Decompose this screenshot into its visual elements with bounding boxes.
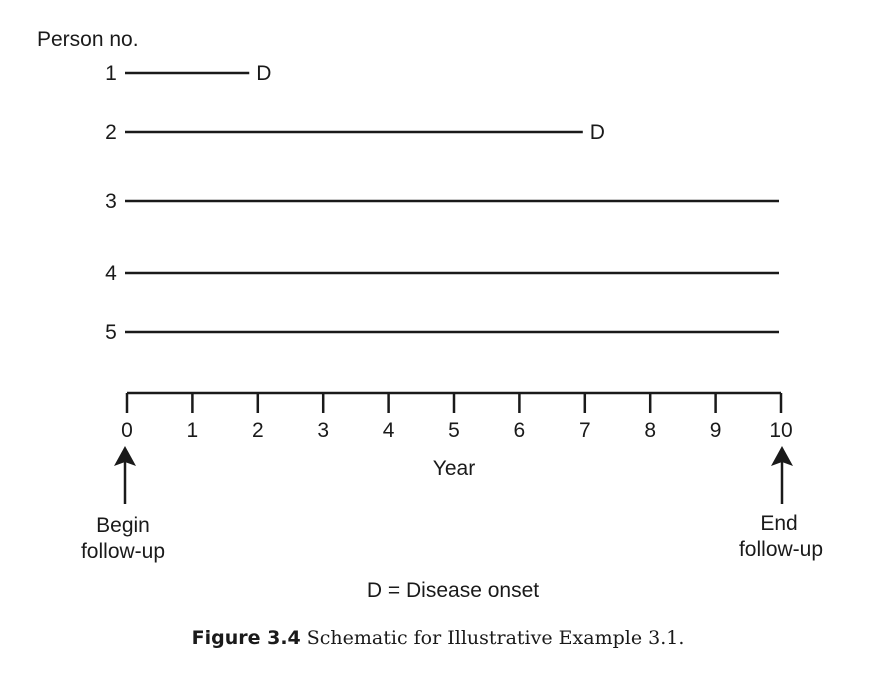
begin-follow-up-marker: Begin follow-up [81,446,165,563]
x-axis-tick-label: 8 [644,419,656,442]
figure-number: Figure 3.4 [191,627,301,649]
person-number: 2 [105,121,117,144]
person-row: 4 [105,262,779,285]
begin-label-line-1: Begin [96,514,150,537]
legend-text: D = Disease onset [367,579,539,602]
disease-onset-marker: D [256,62,271,85]
x-axis: 0 1 2 3 4 5 6 7 8 9 10 Year [121,391,793,480]
disease-onset-marker: D [590,121,605,144]
end-arrow-icon [771,446,793,466]
person-number: 4 [105,262,117,285]
y-axis-title: Person no. [37,28,139,51]
x-axis-tick-label: 0 [121,419,133,442]
x-axis-title: Year [433,457,475,480]
x-axis-tick-label: 1 [187,419,199,442]
person-number: 3 [105,190,117,213]
x-axis-tick-label: 2 [252,419,264,442]
x-axis-tick-label: 7 [579,419,591,442]
person-number: 1 [105,62,117,85]
person-row: 5 [105,321,779,344]
x-axis-tick-label: 4 [383,419,395,442]
figure-caption: Figure 3.4 Schematic for Illustrative Exa… [0,627,876,649]
caption-text: Schematic for Illustrative Example 3.1. [306,627,685,649]
end-label-line-2: follow-up [739,538,823,561]
x-axis-tick-label: 10 [769,419,792,442]
x-axis-tick-label: 5 [448,419,460,442]
x-axis-tick-label: 6 [514,419,526,442]
begin-label-line-2: follow-up [81,540,165,563]
end-label-line-1: End [760,512,797,535]
x-axis-ticks: 0 1 2 3 4 5 6 7 8 9 10 [121,393,793,442]
end-follow-up-marker: End follow-up [739,446,823,561]
begin-arrow-icon [114,446,136,466]
x-axis-tick-label: 3 [317,419,329,442]
x-axis-tick-label: 9 [710,419,722,442]
person-number: 5 [105,321,117,344]
person-row: 3 [105,190,779,213]
